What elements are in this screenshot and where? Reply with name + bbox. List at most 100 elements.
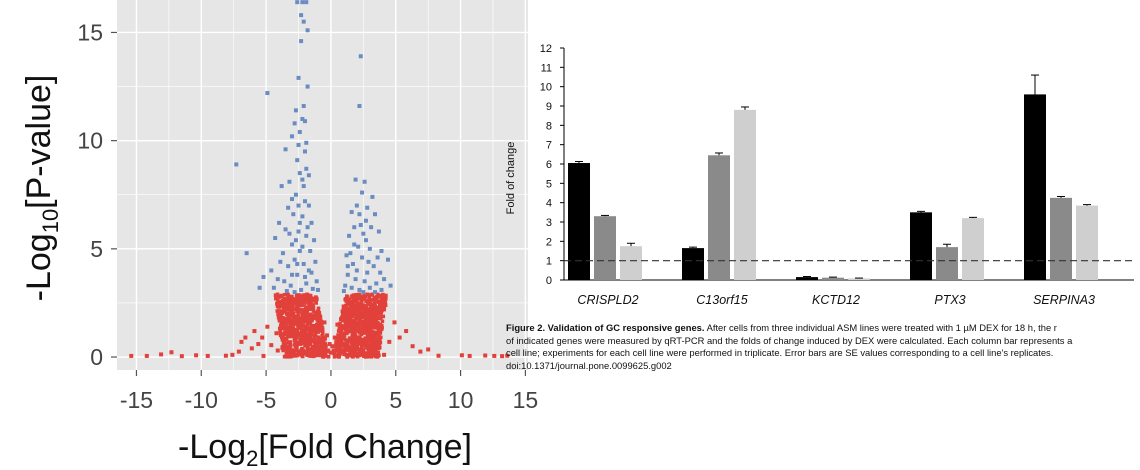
volcano-point-not-significant <box>297 318 301 323</box>
volcano-point-not-significant <box>343 338 348 342</box>
volcano-point-not-significant <box>367 326 372 331</box>
volcano-point-not-significant <box>269 343 274 348</box>
volcano-point-significant <box>309 270 314 275</box>
bar-y-tick-label: 12 <box>540 43 552 55</box>
volcano-point-not-significant <box>351 293 356 297</box>
volcano-point-not-significant <box>302 324 307 328</box>
volcano-point-not-significant <box>296 308 301 312</box>
volcano-point-not-significant <box>363 336 367 340</box>
volcano-point-not-significant <box>376 346 381 351</box>
volcano-point-not-significant <box>358 335 362 339</box>
volcano-point-not-significant <box>410 344 415 349</box>
volcano-point-not-significant <box>294 347 299 351</box>
volcano-point-not-significant <box>349 312 353 317</box>
volcano-point-significant <box>367 285 372 290</box>
volcano-point-not-significant <box>326 354 331 359</box>
volcano-point-not-significant <box>277 295 282 299</box>
volcano-point-significant <box>362 179 367 184</box>
volcano-point-significant <box>295 0 300 5</box>
volcano-point-not-significant <box>377 337 382 341</box>
volcano-point-not-significant <box>283 317 288 322</box>
volcano-point-not-significant <box>387 339 392 344</box>
volcano-point-not-significant <box>373 337 378 342</box>
volcano-point-not-significant <box>312 329 317 333</box>
volcano-point-significant <box>286 264 291 269</box>
volcano-point-not-significant <box>358 348 362 352</box>
volcano-point-not-significant <box>353 298 358 303</box>
volcano-point-not-significant <box>334 349 338 353</box>
volcano-point-not-significant <box>353 322 358 327</box>
volcano-point-significant <box>366 259 371 264</box>
volcano-point-not-significant <box>291 313 295 318</box>
volcano-point-not-significant <box>344 297 349 302</box>
volcano-point-not-significant <box>426 347 431 352</box>
volcano-point-not-significant <box>292 335 297 340</box>
volcano-point-not-significant <box>359 299 364 304</box>
volcano-point-not-significant <box>324 348 329 353</box>
volcano-point-not-significant <box>336 338 341 342</box>
volcano-point-not-significant <box>295 302 299 306</box>
volcano-point-not-significant <box>309 332 313 337</box>
volcano-point-significant <box>271 285 276 290</box>
bar <box>848 278 870 280</box>
volcano-point-not-significant <box>281 348 285 353</box>
volcano-point-significant <box>277 220 282 225</box>
volcano-point-not-significant <box>311 298 315 303</box>
volcano-point-not-significant <box>284 337 289 342</box>
volcano-point-not-significant <box>314 296 319 301</box>
volcano-point-not-significant <box>230 352 235 357</box>
volcano-point-not-significant <box>144 353 149 358</box>
volcano-point-not-significant <box>320 331 325 336</box>
caption-text-1: After cells from three individual ASM li… <box>706 322 1057 333</box>
volcano-point-not-significant <box>345 318 350 323</box>
volcano-point-not-significant <box>322 320 327 325</box>
volcano-point-not-significant <box>381 314 386 319</box>
volcano-point-not-significant <box>366 335 371 340</box>
bar-category-label: CRISPLD2 <box>577 293 638 307</box>
volcano-point-not-significant <box>287 318 292 322</box>
volcano-x-tick-label: -5 <box>256 387 276 413</box>
volcano-point-not-significant <box>378 305 382 310</box>
volcano-point-not-significant <box>364 318 369 322</box>
bar <box>822 277 844 280</box>
volcano-point-not-significant <box>283 309 287 314</box>
volcano-point-not-significant <box>368 312 372 317</box>
volcano-point-not-significant <box>296 352 300 356</box>
volcano-point-not-significant <box>342 334 347 338</box>
volcano-point-not-significant <box>356 294 361 299</box>
volcano-point-not-significant <box>366 320 371 325</box>
volcano-point-not-significant <box>344 322 349 327</box>
volcano-point-not-significant <box>283 354 288 359</box>
volcano-point-not-significant <box>354 315 359 320</box>
volcano-point-not-significant <box>357 353 362 358</box>
volcano-point-significant <box>292 257 297 262</box>
volcano-point-not-significant <box>291 318 296 323</box>
volcano-point-significant <box>300 244 305 249</box>
volcano-point-not-significant <box>341 318 345 323</box>
volcano-point-not-significant <box>291 311 296 316</box>
volcano-point-not-significant <box>307 321 312 325</box>
volcano-point-not-significant <box>358 317 362 322</box>
volcano-point-not-significant <box>345 294 349 298</box>
volcano-point-not-significant <box>288 302 292 306</box>
volcano-point-not-significant <box>282 337 287 342</box>
volcano-point-not-significant <box>380 305 385 310</box>
volcano-point-not-significant <box>351 302 356 307</box>
volcano-point-not-significant <box>361 325 366 329</box>
volcano-point-significant <box>288 283 293 288</box>
volcano-point-not-significant <box>287 326 292 330</box>
volcano-x-tick-label: -15 <box>120 387 153 413</box>
volcano-point-not-significant <box>297 321 301 326</box>
volcano-point-not-significant <box>284 328 289 333</box>
volcano-point-not-significant <box>366 302 370 306</box>
volcano-point-not-significant <box>372 325 377 330</box>
volcano-point-not-significant <box>289 354 294 359</box>
volcano-point-not-significant <box>361 319 366 324</box>
volcano-point-significant <box>265 91 270 96</box>
volcano-point-significant <box>297 171 302 176</box>
volcano-point-not-significant <box>383 298 387 303</box>
volcano-point-significant <box>367 246 372 251</box>
volcano-point-not-significant <box>378 340 383 345</box>
bar <box>594 216 616 280</box>
volcano-point-not-significant <box>355 344 360 348</box>
